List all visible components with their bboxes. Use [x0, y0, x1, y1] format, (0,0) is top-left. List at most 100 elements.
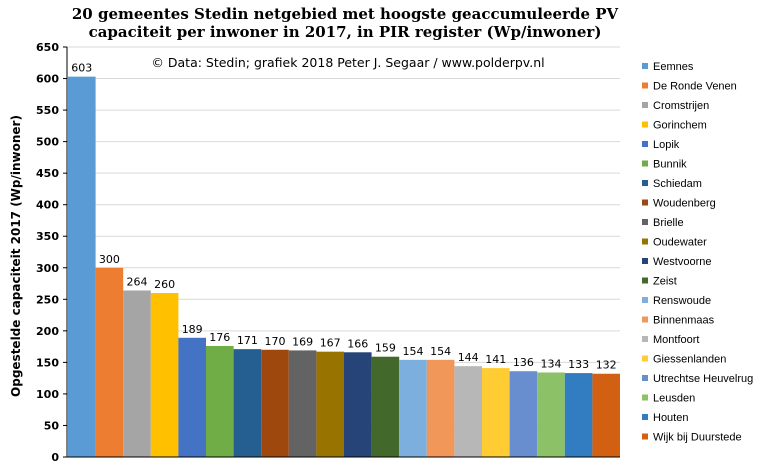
data-label: 136 [513, 356, 534, 369]
y-tick-label: 0 [51, 451, 59, 464]
legend-entry: Schiedam [653, 178, 702, 190]
legend-entry: Leusden [653, 393, 695, 405]
bar [454, 366, 482, 457]
data-label: 260 [154, 278, 175, 291]
legend-swatch [642, 238, 648, 245]
y-tick-label: 250 [36, 293, 59, 306]
y-tick-label: 50 [44, 419, 60, 432]
bar [150, 293, 179, 457]
bar [399, 359, 427, 457]
y-tick-label: 100 [36, 388, 59, 401]
legend-swatch [642, 316, 648, 323]
legend-entry: Binnenmaas [653, 315, 715, 327]
data-label: 167 [320, 337, 341, 350]
bar [537, 372, 565, 457]
legend-entry: Eemnes [653, 61, 694, 73]
legend-entry: Bunnik [653, 159, 687, 171]
data-label: 154 [430, 345, 451, 358]
legend-entry: Renswoude [653, 295, 711, 307]
data-label: 171 [237, 334, 258, 347]
legend-swatch [642, 297, 648, 303]
legend-entry: Woudenberg [653, 198, 716, 210]
bar [509, 371, 538, 457]
legend-entry: Zeist [653, 276, 677, 288]
legend-swatch [642, 355, 648, 362]
data-label: 300 [99, 253, 120, 266]
legend-swatch [642, 258, 648, 264]
legend-swatch [642, 82, 648, 89]
legend-swatch [642, 121, 648, 128]
legend-swatch [642, 141, 648, 147]
data-label: 159 [375, 342, 396, 355]
legend-entry: Westvoorne [653, 256, 712, 268]
legend-swatch [642, 102, 648, 108]
chart-title-line2: capaciteit per inwoner in 2017, in PIR r… [89, 23, 602, 41]
legend-entry: Oudewater [653, 237, 707, 249]
bar [564, 373, 593, 457]
bar [261, 349, 289, 457]
data-label: 132 [596, 359, 617, 372]
data-label: 170 [265, 335, 286, 348]
bar [482, 368, 510, 457]
bar [123, 290, 151, 457]
data-label: 166 [347, 337, 368, 350]
data-label: 134 [541, 357, 562, 370]
bar [592, 373, 620, 457]
legend-swatch [642, 199, 648, 206]
data-label: 133 [568, 358, 589, 371]
y-tick-label: 650 [36, 41, 59, 54]
y-tick-label: 550 [36, 104, 59, 117]
y-tick-label: 600 [36, 73, 59, 86]
y-tick-label: 450 [36, 167, 59, 180]
data-labels: 603 300 264 260 189 176 171 170 169 167 166 159 154 1… [71, 62, 616, 372]
legend: Eemnes De Ronde Venen Cromstrijen Gorinchem… [642, 61, 753, 444]
legend-swatch [642, 219, 648, 225]
bar [233, 349, 262, 457]
data-label: 141 [485, 353, 506, 366]
bar [95, 267, 124, 457]
bar [288, 350, 317, 457]
bar [316, 351, 344, 457]
legend-entry: Houten [653, 412, 688, 424]
legend-entry: Cromstrijen [653, 100, 709, 112]
legend-swatch [642, 375, 648, 381]
bar [68, 76, 96, 458]
y-tick-label: 300 [36, 262, 59, 275]
legend-swatch [642, 414, 648, 420]
legend-entry: Giessenlanden [653, 354, 726, 366]
y-tick-label: 350 [36, 230, 59, 243]
legend-swatch [642, 336, 648, 342]
legend-swatch [642, 277, 648, 284]
chart-title-line1: 20 gemeentes Stedin netgebied met hoogst… [72, 5, 619, 23]
legend-swatch [642, 63, 648, 69]
legend-swatch [642, 433, 648, 440]
data-label: 603 [71, 62, 92, 75]
y-tick-label: 200 [36, 325, 59, 338]
bar [426, 359, 455, 457]
bar [371, 356, 400, 457]
data-label: 144 [458, 351, 479, 364]
legend-entry: Wijk bij Duurstede [653, 432, 742, 444]
legend-swatch [642, 160, 648, 167]
data-label: 176 [209, 331, 230, 344]
y-axis-ticks: 0 50 100 150 200 250 300 350 400 450 500 550 600 650 [36, 41, 67, 464]
y-tick-label: 500 [36, 136, 59, 149]
data-label: 264 [127, 275, 148, 288]
legend-swatch [642, 180, 648, 186]
legend-entry: De Ronde Venen [653, 81, 737, 93]
y-tick-label: 150 [36, 356, 59, 369]
bar [178, 337, 206, 457]
y-tick-label: 400 [36, 199, 59, 212]
data-label: 154 [403, 345, 424, 358]
legend-swatch [642, 394, 648, 401]
legend-entry: Utrechtse Heuvelrug [653, 373, 753, 385]
data-label: 169 [292, 335, 313, 348]
bar [344, 352, 372, 457]
source-annotation: © Data: Stedin; grafiek 2018 Peter J. Se… [151, 55, 544, 70]
data-label: 189 [182, 323, 203, 336]
legend-entry: Montfoort [653, 334, 699, 346]
legend-entry: Brielle [653, 217, 684, 229]
y-axis-label: Opgestelde capaciteit 2017 (Wp/inwoner) [9, 115, 23, 397]
legend-entry: Lopik [653, 139, 680, 151]
